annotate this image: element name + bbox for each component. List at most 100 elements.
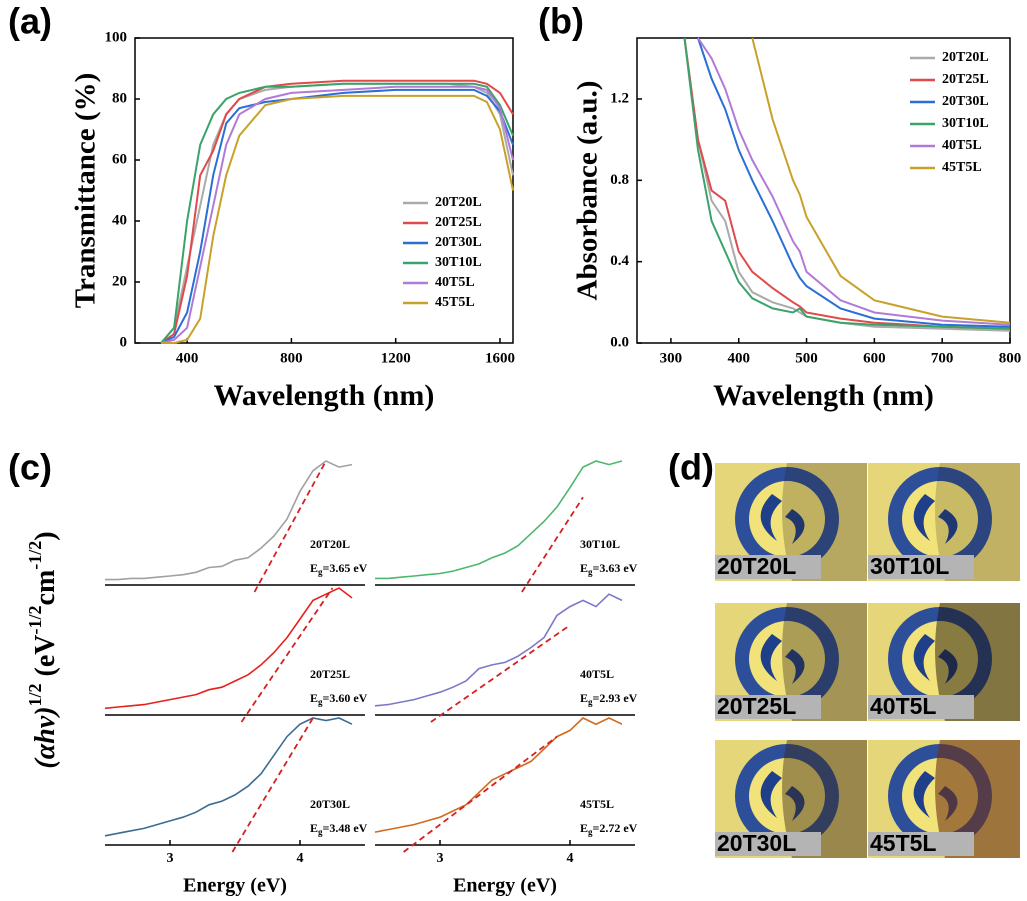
y-label-superscript: -1/2 [25,541,45,570]
data-line [374,717,623,833]
film-sample [782,740,867,858]
photo-label: 30T10L [870,553,949,579]
data-line [697,37,1011,326]
legend-label: 40T5L [435,275,475,290]
legend-label: 20T25L [435,215,482,230]
y-axis-label: Absorbance (a.u.) [572,81,604,301]
fit-line [430,624,571,723]
eg-subscript: g [318,697,323,707]
y-tick-label: 80 [112,90,127,106]
emblem-swirl [913,634,958,684]
x-tick-label: 3 [167,851,174,866]
eg-symbol: E [580,691,588,705]
legend-label: 30T10L [435,255,482,270]
data-line [105,460,353,581]
photo-label: 20T25L [717,693,796,719]
data-line [160,82,514,344]
y-tick-label: 0.0 [610,334,629,350]
legend-label: 20T30L [435,235,482,250]
eg-value: =3.65 eV [323,561,368,575]
y-label-text: (eV [30,634,61,683]
y-label-text: cm [30,570,61,606]
data-line [104,587,353,710]
eg-subscript: g [588,827,593,837]
x-tick-label: 4 [297,851,304,866]
band-gap-label: Eg=2.93 eV [580,691,638,707]
y-axis-label: Transmittance (%) [70,73,102,308]
x-tick-label: 600 [863,350,886,366]
sample-label: 20T20L [310,537,350,551]
emblem-swirl [760,771,805,821]
data-line [751,37,1011,324]
y-tick-label: 0 [120,334,128,350]
label-box [868,832,974,856]
eg-symbol: E [580,821,588,835]
legend-label: 40T5L [942,138,982,153]
x-tick-label: 1200 [381,350,411,366]
band-gap-label: Eg=3.65 eV [310,561,368,577]
data-line [683,37,1011,330]
eg-value: =3.48 eV [323,821,368,835]
film-sample [782,603,867,721]
eg-value: =3.63 eV [593,561,638,575]
y-label-superscript: 1/2 [25,683,45,706]
eg-subscript: g [318,827,323,837]
sample-label: 20T30L [310,797,350,811]
x-tick-label: 700 [931,350,954,366]
sample-label: 45T5L [580,797,614,811]
eg-subscript: g [588,567,593,577]
legend-label: 20T30L [942,94,989,109]
legend-label: 20T20L [435,195,482,210]
x-tick-label: 400 [176,350,199,366]
panel-label: (b) [538,1,584,42]
label-box [868,695,974,719]
label-box [715,695,821,719]
data-line [683,37,1011,332]
x-tick-label: 500 [795,350,818,366]
emblem-swirl [760,634,805,684]
data-line [104,717,353,837]
eg-subscript: g [588,697,593,707]
eg-value: =3.60 eV [323,691,368,705]
x-tick-label: 3 [437,851,444,866]
film-sample [782,463,867,581]
y-tick-label: 100 [105,29,128,45]
panel-label: (d) [668,447,714,488]
legend-label: 45T5L [942,160,982,175]
x-axis-label: Wavelength (nm) [214,379,435,412]
legend-label: 30T10L [942,116,989,131]
legend-label: 20T25L [942,72,989,87]
data-line [160,85,514,344]
film-sample [935,463,1020,581]
sample-label: 30T10L [580,537,620,551]
fit-line [240,587,334,723]
eg-symbol: E [310,561,318,575]
data-line [160,88,514,344]
x-axis-label: Wavelength (nm) [713,379,934,412]
y-tick-label: 0.8 [610,172,629,188]
eg-subscript: g [318,567,323,577]
y-tick-label: 40 [112,212,127,228]
emblem-swirl [913,494,958,544]
eg-value: =2.93 eV [593,691,638,705]
fit-line [231,717,314,853]
eg-symbol: E [310,821,318,835]
photo-label: 45T5L [870,830,936,856]
data-line [374,593,623,707]
sample-label: 20T25L [310,667,350,681]
fit-line [521,496,584,593]
y-axis-label: (αhν)1/2 (eV-1/2cm-1/2) [25,531,61,768]
photo-label: 20T20L [717,553,796,579]
data-line [161,94,514,344]
x-axis-label: Energy (eV) [183,875,287,897]
x-tick-label: 800 [999,350,1022,366]
x-tick-label: 800 [280,350,303,366]
x-tick-label: 300 [660,350,683,366]
y-tick-label: 1.2 [610,90,629,106]
label-box [868,555,974,579]
band-gap-label: Eg=3.48 eV [310,821,368,837]
x-tick-label: 4 [567,851,574,866]
label-box [715,555,821,579]
x-axis-label: Energy (eV) [453,875,557,897]
